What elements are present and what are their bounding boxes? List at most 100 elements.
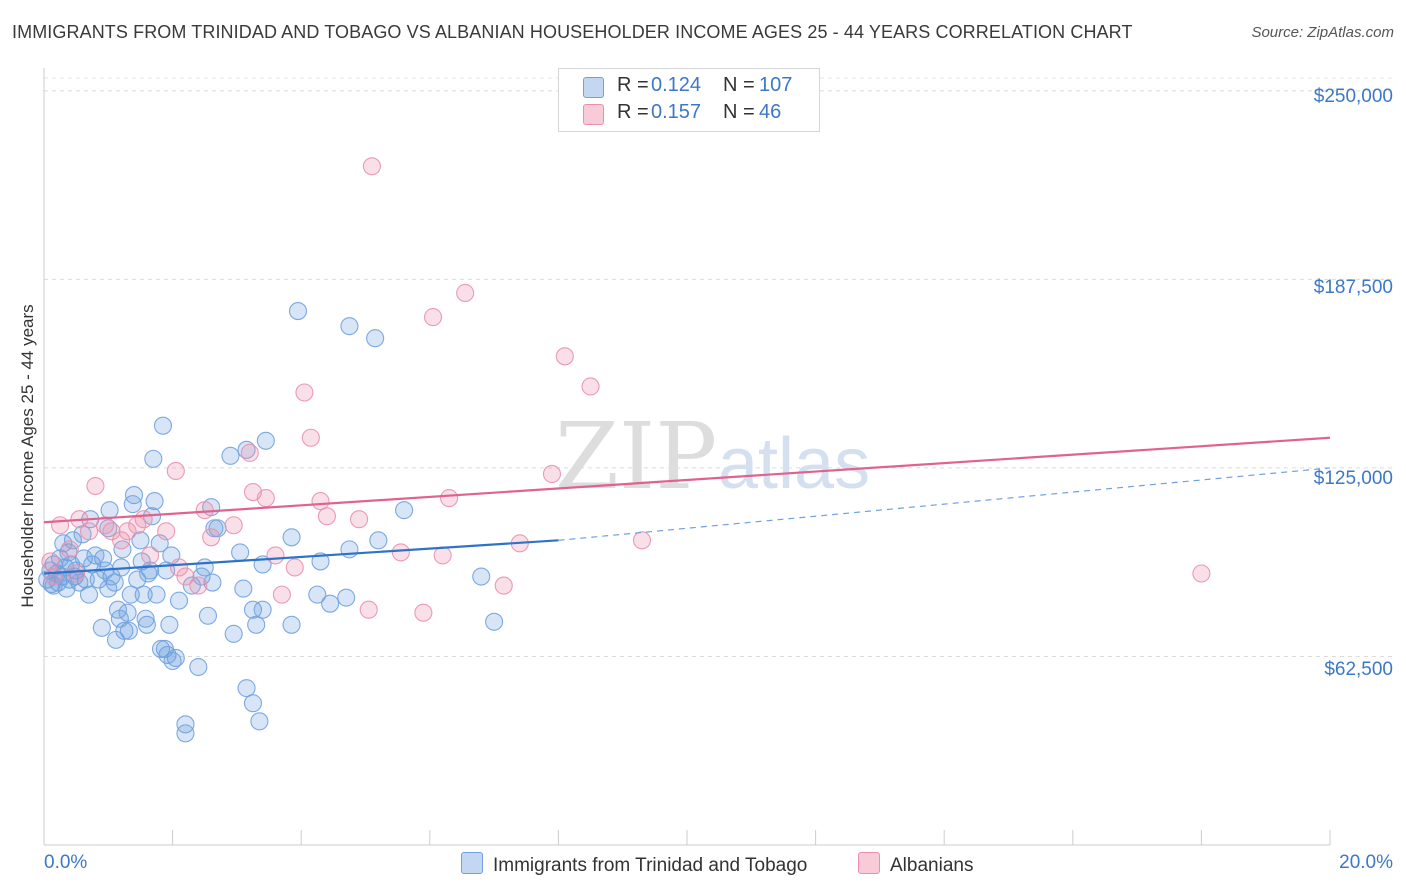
data-point	[231, 543, 250, 562]
data-point	[134, 585, 153, 604]
data-point	[221, 446, 240, 465]
data-point	[243, 600, 263, 619]
y-tick-label: $250,000	[1313, 86, 1393, 107]
data-point	[102, 522, 121, 541]
data-point	[581, 377, 600, 396]
series-albanians	[41, 157, 1211, 622]
data-point	[456, 283, 475, 303]
data-point	[311, 492, 330, 511]
data-point	[44, 567, 63, 586]
y-tick-label: $187,500	[1313, 277, 1393, 298]
legend-item-albanians[interactable]: Albanians	[858, 852, 973, 877]
data-point	[350, 510, 369, 529]
watermark-atlas: atlas	[718, 424, 870, 504]
data-point	[272, 585, 291, 604]
trend-lines	[43, 436, 1331, 575]
n-label: N =	[723, 101, 755, 123]
n-label: N =	[723, 74, 755, 96]
axes	[43, 68, 1331, 846]
data-point	[141, 561, 160, 580]
trend-line-albanians	[43, 436, 1331, 524]
data-point	[100, 501, 119, 520]
data-point	[99, 519, 118, 538]
source-label: Source: ZipAtlas.com	[1251, 24, 1394, 41]
data-point	[266, 546, 285, 565]
chart-title: IMMIGRANTS FROM TRINIDAD AND TOBAGO VS A…	[12, 22, 1133, 42]
data-point	[308, 585, 327, 604]
data-point	[433, 546, 452, 565]
data-point	[247, 615, 266, 634]
data-point	[250, 712, 269, 731]
data-point	[141, 546, 160, 565]
swatch-blue	[583, 77, 604, 98]
data-point	[166, 648, 185, 668]
data-point	[340, 540, 359, 559]
r-label: R =	[617, 101, 649, 123]
data-point	[362, 157, 381, 176]
legend-swatch-icon	[858, 852, 880, 874]
y-axis-label: Householder Income Ages 25 - 44 years	[18, 304, 37, 608]
data-point	[153, 416, 173, 435]
x-tick-label: 0.0%	[44, 852, 88, 873]
data-point	[113, 540, 132, 559]
data-point	[440, 489, 459, 508]
data-point	[157, 522, 176, 541]
data-point	[131, 531, 150, 550]
data-point	[1192, 564, 1211, 583]
data-point	[137, 615, 156, 634]
data-point	[51, 516, 70, 535]
data-point	[366, 329, 385, 348]
data-point	[311, 552, 330, 571]
data-point	[202, 528, 221, 547]
r-value: 0.157	[651, 101, 702, 123]
data-point	[472, 567, 491, 586]
r-value: 0.124	[651, 74, 702, 96]
n-value: 46	[759, 101, 782, 123]
data-point	[253, 600, 272, 619]
data-point	[79, 585, 99, 604]
r-label: R =	[617, 74, 649, 96]
data-point	[395, 501, 414, 520]
data-point	[189, 576, 208, 595]
data-point	[256, 431, 275, 450]
data-point	[359, 600, 378, 619]
data-point	[176, 724, 195, 743]
trend-line-trinidad-tobago	[43, 539, 559, 575]
data-point	[105, 573, 124, 592]
data-point	[118, 522, 137, 541]
data-point	[282, 528, 301, 547]
data-point	[124, 486, 144, 505]
data-point	[632, 531, 652, 550]
data-point	[295, 383, 314, 402]
data-point	[92, 618, 111, 637]
data-point	[169, 591, 189, 610]
data-point	[128, 570, 147, 589]
data-point	[119, 621, 138, 640]
data-point	[198, 606, 218, 625]
data-point	[134, 510, 153, 529]
data-point	[414, 603, 433, 622]
data-point	[243, 694, 263, 713]
data-point	[166, 461, 185, 480]
data-point	[237, 679, 256, 698]
data-point	[337, 588, 356, 607]
data-point	[139, 564, 158, 583]
data-point	[423, 308, 443, 327]
swatch-pink	[583, 104, 604, 125]
data-point	[147, 585, 166, 604]
watermark: ZIP atlas	[555, 403, 870, 510]
data-point	[234, 579, 253, 598]
data-point	[240, 443, 259, 462]
data-point	[203, 573, 222, 592]
grid-lines	[44, 77, 1395, 657]
data-point	[112, 531, 131, 550]
data-point	[108, 600, 127, 619]
data-point	[391, 543, 410, 562]
data-point	[485, 612, 504, 631]
data-point	[41, 552, 60, 571]
legend-label: Immigrants from Trinidad and Tobago	[493, 855, 808, 876]
legend-item-trinidad-tobago[interactable]: Immigrants from Trinidad and Tobago	[461, 852, 807, 877]
data-point	[67, 564, 86, 583]
data-point	[542, 464, 562, 484]
data-point	[144, 449, 163, 468]
